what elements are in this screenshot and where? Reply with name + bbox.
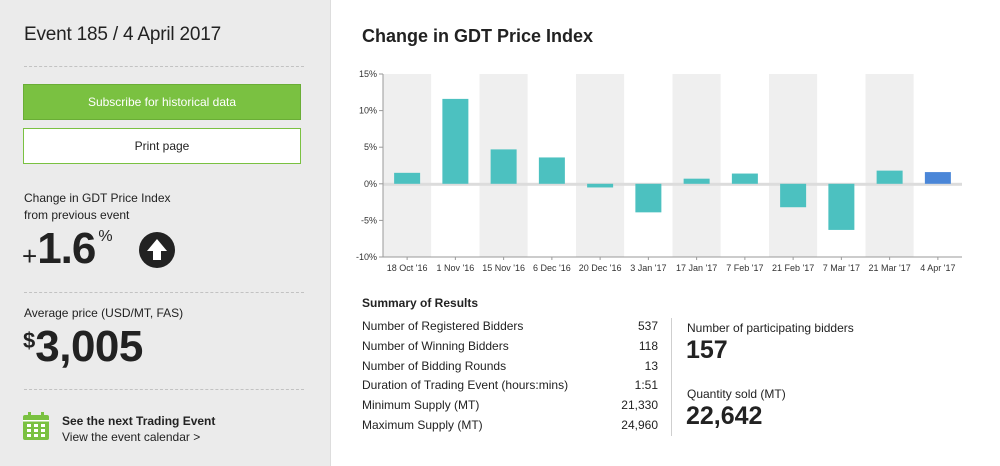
summary-row-value: 24,960 [621, 417, 658, 432]
event-calendar-link[interactable]: View the event calendar > [62, 430, 201, 444]
divider [24, 66, 304, 67]
summary-row: Minimum Supply (MT) 21,330 [362, 398, 658, 418]
change-unit: % [98, 228, 113, 245]
subscribe-button[interactable]: Subscribe for historical data [23, 84, 301, 120]
bar-18-oct-16 [394, 172, 421, 184]
summary-row: Number of Registered Bidders 537 [362, 319, 658, 339]
bar-1-nov-16 [442, 98, 469, 184]
summary-table: Number of Registered Bidders 537 Number of… [362, 319, 658, 438]
event-title: Event 185 / 4 April 2017 [24, 24, 221, 45]
grid-column [576, 74, 625, 257]
summary-row-label: Number of Registered Bidders [362, 319, 524, 333]
summary-row: Number of Winning Bidders 118 [362, 339, 658, 359]
summary-row-label: Number of Winning Bidders [362, 338, 509, 353]
x-tick-label: 3 Jan '17 [630, 263, 666, 273]
change-number: 1.6 [37, 224, 96, 273]
zero-line [383, 182, 962, 186]
average-price-number: 3,005 [35, 322, 143, 371]
gdt-change-chart: 15% 10% 5% 0% -5% -10% 18 Oct '16 1 Nov '16 15 N… [356, 69, 962, 273]
grid-column [913, 74, 962, 257]
sidebar: Event 185 / 4 April 2017 Subscribe for h… [0, 0, 331, 466]
grid-column [865, 74, 914, 257]
bar-20-dec-16 [587, 183, 614, 188]
summary-row-label: Maximum Supply (MT) [362, 417, 483, 432]
divider [24, 292, 304, 293]
bar-6-dec-16 [538, 157, 565, 184]
x-tick-label: 4 Apr '17 [920, 263, 955, 273]
summary-title: Summary of Results [362, 296, 479, 310]
change-label-line1: Change in GDT Price Index [24, 191, 171, 205]
summary-row-value: 537 [637, 319, 658, 333]
change-label: Change in GDT Price Index from previous … [24, 190, 171, 224]
x-tick-label: 1 Nov '16 [437, 263, 475, 273]
grid-column [720, 74, 769, 257]
participating-bidders-label: Number of participating bidders [687, 321, 854, 335]
summary-row-label: Duration of Trading Event (hours:mins) [362, 378, 569, 393]
summary-row-value: 13 [644, 358, 658, 373]
summary-row-value: 118 [638, 338, 658, 353]
currency-symbol: $ [23, 328, 36, 353]
y-tick-label: 15% [359, 69, 377, 79]
bar-3-jan-17 [635, 183, 662, 213]
average-price-value: $ 3,005 [23, 322, 143, 372]
quantity-sold-label: Quantity sold (MT) [687, 387, 786, 401]
y-tick-label: 5% [364, 142, 377, 152]
summary-row: Number of Bidding Rounds 13 [362, 359, 658, 379]
y-tick-label: 10% [359, 106, 377, 116]
next-event-title: See the next Trading Event [62, 414, 216, 428]
x-tick-label: 21 Mar '17 [869, 263, 911, 273]
summary-row-label: Number of Bidding Rounds [362, 358, 507, 373]
x-tick-label: 20 Dec '16 [579, 263, 622, 273]
bar-7-mar-17 [828, 183, 855, 230]
summary-row: Maximum Supply (MT) 24,960 [362, 418, 658, 438]
x-tick-label: 17 Jan '17 [676, 263, 717, 273]
y-tick-label: -10% [356, 252, 377, 262]
quantity-sold-value: 22,642 [686, 402, 763, 430]
y-tick-label: 0% [364, 179, 377, 189]
chart-title: Change in GDT Price Index [362, 26, 594, 46]
print-button[interactable]: Print page [23, 128, 301, 164]
x-tick-label: 7 Mar '17 [823, 263, 860, 273]
divider [24, 389, 304, 390]
summary-row-label: Minimum Supply (MT) [362, 398, 480, 413]
change-label-line2: from previous event [24, 208, 130, 222]
vertical-divider [671, 318, 672, 436]
bar-4-apr-17 [924, 172, 951, 184]
change-sign: + [22, 241, 38, 271]
x-tick-label: 18 Oct '16 [387, 263, 428, 273]
grid-column [672, 74, 721, 257]
x-tick-label: 21 Feb '17 [772, 263, 814, 273]
y-tick-label: -5% [361, 215, 377, 225]
participating-bidders-value: 157 [686, 336, 728, 364]
summary-row: Duration of Trading Event (hours:mins) 1:… [362, 378, 658, 398]
up-arrow-icon [139, 232, 175, 268]
change-value: + 1.6 % [22, 224, 113, 276]
average-price-label: Average price (USD/MT, FAS) [24, 306, 184, 320]
grid-column [769, 74, 818, 257]
grid-column [624, 74, 673, 257]
bar-15-nov-16 [490, 149, 517, 184]
x-tick-label: 7 Feb '17 [726, 263, 763, 273]
bar-17-jan-17 [683, 178, 710, 184]
grid-column [383, 74, 432, 257]
x-tick-label: 15 Nov '16 [482, 263, 525, 273]
bar-21-mar-17 [876, 170, 903, 184]
bar-7-feb-17 [731, 173, 758, 184]
summary-row-value: 21,330 [621, 398, 658, 413]
summary-row-value: 1:51 [634, 378, 658, 393]
calendar-icon[interactable] [23, 412, 49, 440]
x-tick-label: 6 Dec '16 [533, 263, 571, 273]
bar-21-feb-17 [780, 183, 807, 208]
